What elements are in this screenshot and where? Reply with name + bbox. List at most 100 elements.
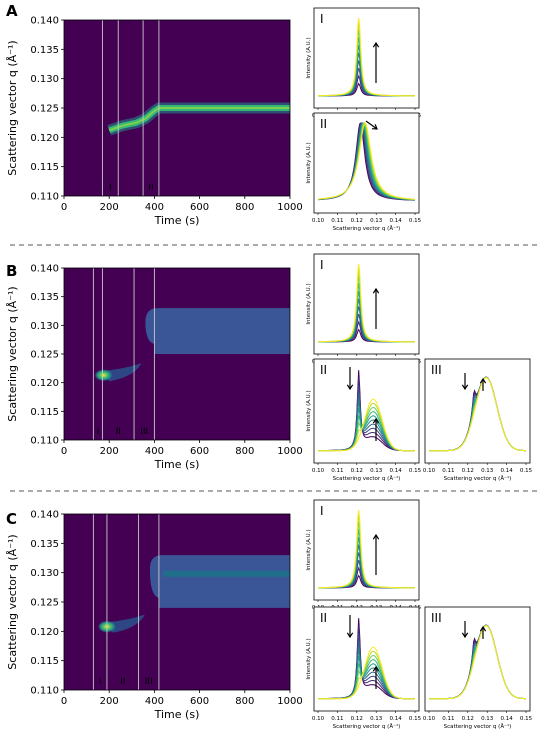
- trend-arrow-head: [461, 632, 469, 639]
- spectrum-frame: [424, 358, 531, 464]
- y-tick-label: 0.130: [30, 74, 59, 85]
- region-label-I: I: [109, 183, 112, 193]
- spectrum-x-tick-label: 0.14: [500, 468, 513, 474]
- spectrum-B-III: III 0.10 0.11 0.12 0.13 0.14 0.15 Scattering ve…: [423, 358, 533, 482]
- spectrum-line: [318, 398, 415, 452]
- x-tick-label: 200: [100, 202, 119, 213]
- stage-label: III: [431, 363, 442, 377]
- x-tick-label: 400: [145, 696, 164, 707]
- x-tick-label: 0: [61, 202, 67, 213]
- spectrum-y-label: Intensity (A.U.): [306, 529, 312, 570]
- x-tick-label: 800: [235, 446, 254, 457]
- spectrum-line: [429, 377, 526, 452]
- trend-arrow-head: [372, 533, 380, 540]
- y-tick-label: 0.135: [30, 539, 59, 550]
- spectrum-line: [318, 509, 415, 589]
- y-tick-label: 0.120: [30, 627, 59, 638]
- spectrum-x-tick-label: 0.11: [331, 218, 343, 224]
- y-tick-label: 0.140: [30, 510, 59, 521]
- trend-arrow-head: [372, 287, 380, 294]
- y-tick-label: 0.115: [30, 656, 59, 667]
- stage-label: II: [320, 363, 327, 377]
- spectrum-x-label: Scattering vector q (Å⁻¹): [444, 475, 512, 482]
- spectrum-x-tick-label: 0.14: [389, 218, 402, 224]
- spectrum-x-tick-label: 0.10: [312, 468, 325, 474]
- x-tick-label: 800: [235, 696, 254, 707]
- spectrum-x-tick-label: 0.11: [442, 716, 454, 722]
- spectra-panels: I Intensity (A.U.) 0.10 0.11 0.12 0.13 0.14 0.1…: [306, 7, 533, 730]
- stage-label: I: [320, 12, 324, 26]
- panel-letter-B: B: [6, 262, 17, 280]
- region-label-I: I: [97, 427, 100, 437]
- stage-label: II: [320, 117, 327, 131]
- y-axis-label: Scattering vector q (Å⁻¹): [6, 40, 19, 175]
- spectrum-B-II: II Intensity (A.U.) 0.10 0.11 0.12 0.13 0.14 0.…: [306, 358, 422, 482]
- trend-arrow-head: [372, 665, 380, 672]
- spectrum-x-tick-label: 0.15: [409, 468, 422, 474]
- spectrum-x-label: Scattering vector q (Å⁻¹): [333, 475, 401, 482]
- spectrum-line: [318, 263, 415, 343]
- spectrum-x-tick-label: 0.15: [520, 468, 533, 474]
- spectrum-y-label: Intensity (A.U.): [306, 37, 312, 78]
- trend-arrow-head: [479, 625, 487, 632]
- x-tick-label: 200: [100, 696, 119, 707]
- spectrum-C-II: II Intensity (A.U.) 0.10 0.11 0.12 0.13 0.14 0.…: [306, 606, 422, 730]
- spectrum-x-label: Scattering vector q (Å⁻¹): [333, 723, 401, 730]
- x-tick-label: 400: [145, 202, 164, 213]
- y-tick-label: 0.125: [30, 350, 59, 361]
- y-tick-label: 0.130: [30, 568, 59, 579]
- trend-arrow-head: [372, 417, 380, 424]
- spectrum-x-tick-label: 0.10: [423, 468, 436, 474]
- spectrum-frame: [424, 606, 531, 712]
- panel-letter-A: A: [6, 2, 18, 20]
- spectrum-x-tick-label: 0.10: [312, 218, 325, 224]
- spectrum-x-tick-label: 0.13: [370, 218, 383, 224]
- spectrum-x-tick-label: 0.10: [423, 716, 436, 722]
- spectrum-x-tick-label: 0.11: [331, 716, 343, 722]
- x-axis-label: Time (s): [154, 214, 200, 227]
- trend-arrow-head: [346, 632, 354, 639]
- heatmap-B: BI II III0.1400.1350.1300.1250.1200.1150.1…: [6, 262, 303, 471]
- y-tick-label: 0.120: [30, 133, 59, 144]
- region-label-II: II: [116, 427, 121, 437]
- stage-label: II: [320, 611, 327, 625]
- x-tick-label: 600: [190, 446, 209, 457]
- x-tick-label: 400: [145, 446, 164, 457]
- y-axis-label: Scattering vector q (Å⁻¹): [6, 534, 19, 669]
- spectrum-x-tick-label: 0.15: [520, 716, 533, 722]
- spectrum-x-tick-label: 0.14: [389, 716, 402, 722]
- stage-label: III: [431, 611, 442, 625]
- spectrum-x-tick-label: 0.15: [409, 218, 422, 224]
- spectrum-y-label: Intensity (A.U.): [306, 638, 312, 679]
- spectrum-x-tick-label: 0.15: [409, 716, 422, 722]
- y-tick-label: 0.135: [30, 45, 59, 56]
- trend-arrow: [365, 120, 378, 130]
- spectrum-y-label: Intensity (A.U.): [306, 390, 312, 431]
- spectrum-x-tick-label: 0.10: [312, 716, 325, 722]
- spectrum-x-tick-label: 0.14: [389, 468, 402, 474]
- spectrum-x-label: Scattering vector q (Å⁻¹): [444, 723, 512, 730]
- spectrum-y-label: Intensity (A.U.): [306, 142, 312, 183]
- x-tick-label: 200: [100, 446, 119, 457]
- y-tick-label: 0.135: [30, 292, 59, 303]
- y-tick-label: 0.110: [30, 192, 59, 203]
- spectrum-x-tick-label: 0.12: [462, 716, 474, 722]
- spectrum-x-tick-label: 0.13: [481, 468, 494, 474]
- spectrum-y-label: Intensity (A.U.): [306, 283, 312, 324]
- y-tick-label: 0.140: [30, 264, 59, 275]
- heatmap-C: CI II III0.1400.1350.1300.1250.1200.1150.1…: [6, 510, 303, 722]
- x-tick-label: 0: [61, 446, 67, 457]
- region-label-II: II: [120, 677, 125, 687]
- spectrum-line: [318, 122, 415, 200]
- y-tick-label: 0.115: [30, 407, 59, 418]
- x-tick-label: 1000: [277, 696, 302, 707]
- y-tick-label: 0.115: [30, 162, 59, 173]
- x-tick-label: 1000: [277, 446, 302, 457]
- spectrum-x-tick-label: 0.12: [462, 468, 474, 474]
- spectrum-A-II: II Intensity (A.U.) 0.10 0.11 0.12 0.13 0.14 0.…: [306, 112, 422, 232]
- y-tick-label: 0.125: [30, 104, 59, 115]
